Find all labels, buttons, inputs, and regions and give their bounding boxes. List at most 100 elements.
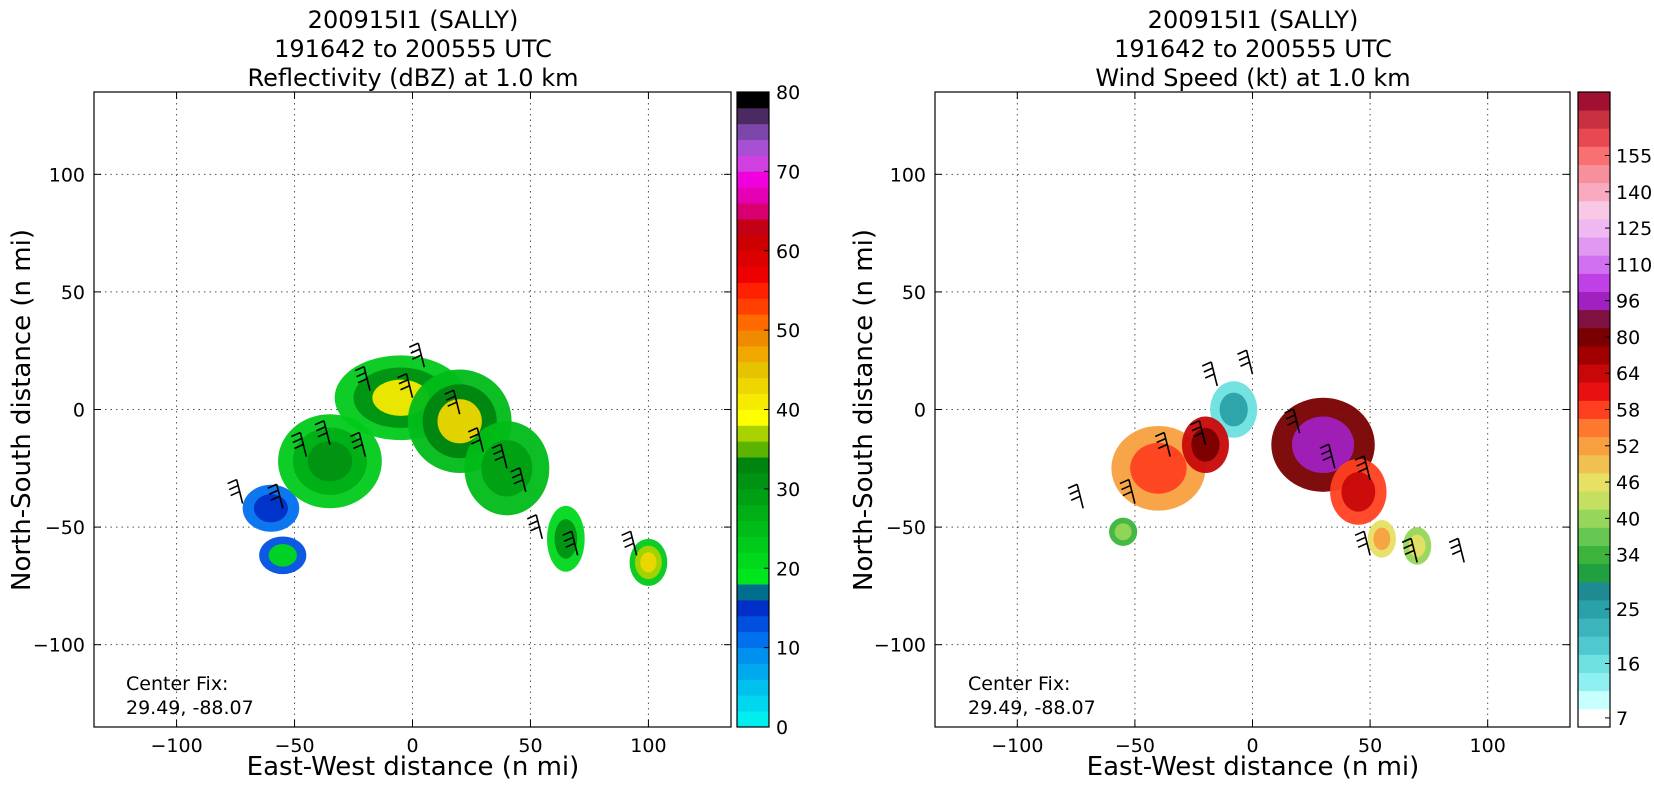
y-tick-label: 0	[914, 400, 926, 422]
colorbar-bin	[1578, 509, 1610, 528]
barb-feather	[351, 437, 362, 444]
colorbar-bin	[1578, 164, 1610, 184]
colorbar-tick-label: 20	[776, 558, 800, 580]
colorbar-bin	[737, 171, 769, 188]
echo-region	[437, 399, 482, 444]
colorbar-tick-label: 0	[776, 717, 788, 739]
wind-barb	[1319, 443, 1336, 469]
barb-feather	[230, 490, 240, 497]
barb-feather	[1322, 455, 1333, 462]
colorbar-bin	[737, 584, 769, 601]
wind-barb	[354, 365, 371, 391]
colorbar-bin	[1578, 436, 1610, 456]
center-fix-label: Center Fix:	[126, 673, 228, 695]
wind-barb	[510, 467, 527, 493]
colorbar-tick-label: 16	[1616, 654, 1640, 676]
echo-region	[1292, 416, 1355, 473]
colorbar-bin	[737, 473, 769, 490]
wind-barb	[1154, 431, 1171, 457]
barb-feather	[621, 530, 631, 537]
colorbar-bin	[1578, 346, 1610, 365]
barb-feather	[469, 433, 480, 439]
barb-feather	[1154, 431, 1165, 438]
colorbar-bin	[1578, 418, 1610, 438]
x-tick-label: 100	[630, 735, 666, 757]
echo-region	[268, 544, 297, 567]
wind-barb	[227, 478, 244, 504]
barb-feather	[1070, 495, 1081, 502]
barb-feather	[1287, 420, 1297, 426]
colorbar-bin	[1578, 219, 1610, 238]
barb-feather	[1356, 536, 1366, 543]
echo-region	[1341, 472, 1376, 512]
barb-feather	[267, 483, 278, 490]
colorbar-bin	[1578, 690, 1610, 710]
colorbar-bin	[1578, 200, 1610, 220]
wind-barb	[291, 431, 308, 457]
barb-feather	[445, 395, 456, 401]
barb-feather	[491, 443, 502, 450]
colorbar-bin	[737, 615, 769, 633]
colorbar-bin	[737, 361, 769, 379]
colorbar-tick-label: 25	[1616, 599, 1640, 621]
colorbar-tick-label: 30	[776, 479, 800, 501]
colorbar-tick-label: 155	[1616, 146, 1652, 168]
x-tick-label: 0	[406, 735, 418, 757]
echo-region	[253, 494, 288, 523]
barb-feather	[444, 389, 455, 395]
barb-feather	[1240, 361, 1250, 367]
colorbar-tick-label: 96	[1616, 291, 1640, 313]
y-tick-label: 50	[902, 282, 926, 304]
colorbar-tick-label: 110	[1616, 254, 1652, 276]
colorbar-bin	[1578, 364, 1610, 383]
barb-feather	[528, 520, 539, 526]
colorbar-bin	[1578, 255, 1610, 274]
wind-barb	[397, 373, 414, 398]
panel-wind-speed: 200915I1 (SALLY) 191642 to 200555 UTC Wi…	[849, 6, 1652, 782]
colorbar-bin	[737, 346, 769, 363]
colorbar-bin	[737, 282, 769, 299]
wind-barb	[526, 514, 544, 540]
barb-feather	[1450, 543, 1460, 550]
colorbar-bin	[1578, 146, 1610, 165]
title-line-2: 191642 to 200555 UTC	[274, 35, 552, 63]
colorbar-bin	[1578, 563, 1610, 583]
colorbar-tick-label: 140	[1616, 182, 1652, 204]
axis-ticks: −100 −50 0 50 100 −100 −50 0 50 100	[33, 92, 731, 757]
colorbar-tick-label: 125	[1616, 218, 1652, 240]
wind-barb	[444, 389, 461, 415]
echo-region	[1219, 392, 1248, 427]
barb-feather	[1319, 443, 1330, 450]
wind-barb	[491, 443, 508, 469]
colorbar-bin	[1578, 128, 1610, 147]
barb-feather	[357, 377, 368, 384]
colorbar-bin	[1578, 618, 1610, 637]
colorbar-bin	[737, 488, 769, 506]
title-line-1: 200915I1 (SALLY)	[1148, 6, 1359, 34]
colorbar-bin	[1578, 309, 1610, 329]
barb-feather	[1451, 549, 1462, 556]
barb-feather	[1403, 543, 1413, 550]
barb-feather	[1119, 478, 1130, 485]
plot-area: −100 −50 0 50 100 −100 −50 0 50 100	[874, 91, 1571, 757]
barb-feather	[1237, 349, 1247, 355]
colorbar-bin	[737, 695, 769, 712]
colorbar-bin	[737, 441, 769, 458]
y-tick-label: −100	[874, 635, 926, 657]
barb-feather	[317, 432, 328, 438]
barb-feather	[1357, 542, 1368, 549]
echo-region	[1130, 442, 1187, 494]
colorbar-bin	[1578, 581, 1610, 601]
barb-feather	[411, 354, 422, 360]
colorbar-tick-label: 52	[1616, 436, 1640, 458]
colorbar-tick-label: 80	[776, 82, 800, 104]
barb-feather	[398, 379, 409, 385]
barb-feather	[1069, 489, 1079, 496]
barb-feather	[494, 455, 505, 462]
colorbar-tick-label: 46	[1616, 472, 1640, 494]
barb-feather	[356, 371, 366, 378]
colorbar-tick-label: 10	[776, 638, 800, 660]
colorbar-bin	[737, 711, 769, 728]
barb-feather	[1284, 408, 1294, 414]
